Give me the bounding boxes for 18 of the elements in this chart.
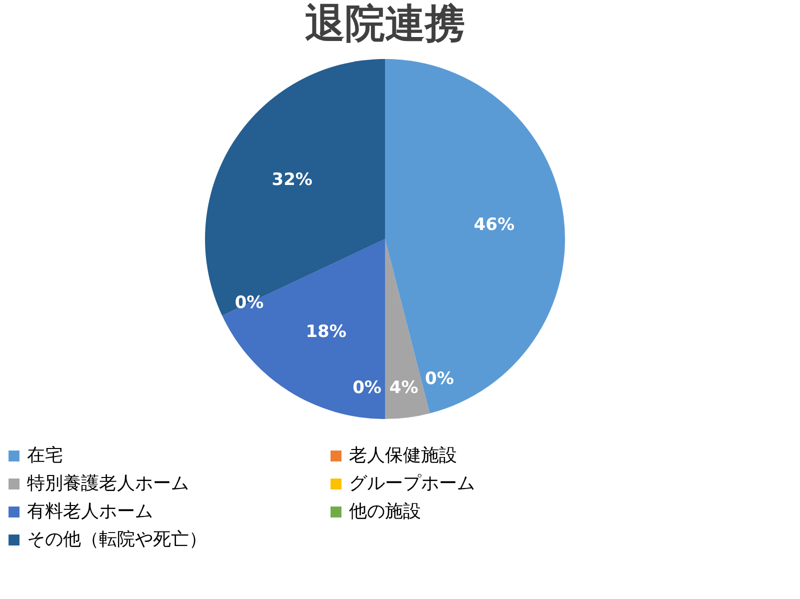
pie-slice [205, 59, 385, 316]
pie-slice [385, 59, 565, 414]
legend-label: その他（転院や死亡） [27, 529, 207, 550]
data-label: 4% [389, 378, 418, 398]
pie-slice [222, 239, 385, 419]
legend-label: 有料老人ホーム [27, 501, 153, 522]
legend-label: 特別養護老人ホーム [27, 473, 189, 494]
text: 0% [424, 368, 454, 389]
chart-title: 退院連携 [305, 1, 465, 47]
text: 0% [352, 378, 382, 398]
legend-label: 在宅 [27, 445, 63, 466]
legend-label: 他の施設 [349, 501, 421, 522]
legend-label: グループホーム [349, 473, 475, 494]
data-label: 46% [474, 215, 514, 236]
legend-label: 老人保健施設 [349, 445, 457, 466]
data-label: 32% [272, 170, 312, 190]
data-label: 18% [306, 322, 346, 342]
text: 0% [234, 292, 264, 313]
